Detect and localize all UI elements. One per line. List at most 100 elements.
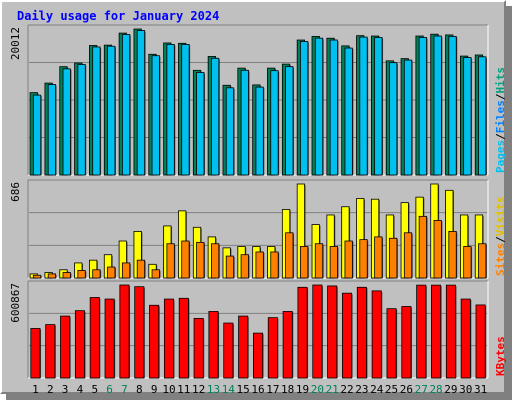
x-tick-label-day-4: 4 (77, 383, 84, 396)
legend-item-sites: Sites (494, 243, 507, 276)
x-tick-label-day-15: 15 (237, 383, 250, 396)
bar-files-day-12 (196, 72, 205, 176)
x-tick-label-day-12: 12 (192, 383, 205, 396)
bar-kbytes-day-23 (356, 286, 367, 379)
bar-kbytes-day-16 (252, 332, 263, 379)
bar-kbytes-day-28 (431, 284, 442, 379)
bar-kbytes-day-31 (475, 304, 486, 379)
x-tick-label-day-29: 29 (444, 383, 457, 396)
bar-files-day-18 (285, 66, 294, 176)
legend: KBytes (494, 336, 507, 376)
bar-files-day-22 (344, 47, 353, 176)
x-tick-label-day-16: 16 (251, 383, 264, 396)
bar-kbytes-day-30 (460, 298, 471, 379)
x-tick-label-day-11: 11 (177, 383, 190, 396)
bar-sites-day-12 (196, 241, 205, 279)
bar-kbytes-day-7 (119, 284, 130, 379)
bar-files-day-16 (255, 86, 264, 176)
bar-kbytes-day-26 (401, 306, 412, 379)
bar-sites-day-29 (448, 231, 457, 279)
bar-sites-day-28 (433, 220, 442, 279)
x-tick-label-day-31: 31 (474, 383, 487, 396)
y-max-label: 686 (9, 182, 22, 202)
bar-sites-day-5 (92, 269, 101, 279)
x-tick-label-day-26: 26 (400, 383, 413, 396)
y-max-label: 600867 (9, 283, 22, 323)
bar-files-day-27 (418, 37, 427, 176)
bar-files-day-5 (92, 46, 101, 176)
bar-files-day-17 (270, 70, 279, 176)
bar-kbytes-day-22 (342, 292, 353, 379)
bar-files-day-31 (478, 56, 487, 176)
bar-files-day-19 (300, 41, 309, 176)
x-tick-label-day-17: 17 (266, 383, 279, 396)
bar-sites-day-11 (181, 240, 190, 279)
bar-kbytes-day-24 (371, 290, 382, 379)
bar-sites-day-31 (478, 243, 487, 279)
bar-sites-day-24 (374, 236, 383, 279)
bar-sites-day-27 (418, 215, 427, 279)
x-tick-label-day-1: 1 (32, 383, 39, 396)
y-max-label: 20012 (9, 27, 22, 60)
bar-kbytes-day-10 (163, 298, 174, 379)
bar-kbytes-day-29 (445, 284, 456, 379)
bar-files-day-23 (359, 36, 368, 176)
bar-files-day-1 (32, 94, 42, 176)
bar-sites-day-16 (255, 251, 264, 279)
x-tick-label-day-13: 13 (207, 383, 220, 396)
bar-files-day-24 (374, 37, 383, 176)
frame-shadow-right (506, 6, 512, 400)
bar-sites-day-21 (329, 246, 338, 279)
bar-kbytes-day-20 (312, 284, 323, 379)
x-tick-label-day-3: 3 (62, 383, 69, 396)
bar-kbytes-day-3 (60, 315, 71, 379)
bar-kbytes-day-4 (74, 310, 85, 379)
bar-sites-day-22 (344, 240, 353, 279)
bar-files-day-30 (463, 57, 472, 176)
bar-files-day-14 (225, 87, 235, 176)
x-tick-label-day-20: 20 (311, 383, 324, 396)
bar-kbytes-day-6 (104, 298, 115, 379)
bar-sites-day-10 (166, 243, 175, 279)
legend-item-files: Files (494, 100, 507, 133)
bar-kbytes-day-2 (45, 324, 56, 379)
bar-kbytes-day-15 (238, 315, 249, 379)
x-tick-label-day-22: 22 (340, 383, 353, 396)
legend-item-visits: Visits (494, 197, 507, 237)
bar-files-day-9 (151, 55, 160, 176)
chart-title: Daily usage for January 2024 (17, 9, 219, 23)
bar-files-day-25 (389, 62, 398, 176)
bar-sites-day-7 (121, 262, 131, 279)
bar-files-day-3 (62, 68, 71, 176)
bar-sites-day-15 (240, 254, 249, 279)
x-tick-label-day-24: 24 (370, 383, 384, 396)
legend-item-pages: Pages (494, 140, 507, 173)
legend-separator: / (494, 236, 507, 243)
bar-files-day-7 (121, 34, 131, 176)
bar-kbytes-day-17 (267, 317, 278, 379)
legend-item-hits: Hits (494, 67, 507, 94)
bar-files-day-10 (166, 44, 175, 176)
bar-kbytes-day-21 (327, 285, 338, 379)
bar-kbytes-day-8 (134, 286, 145, 379)
bar-sites-day-23 (359, 239, 368, 279)
x-tick-label-day-2: 2 (47, 383, 54, 396)
legend-item-kbytes: KBytes (494, 336, 507, 376)
x-tick-label-day-27: 27 (415, 383, 428, 396)
x-tick-label-day-9: 9 (151, 383, 158, 396)
legend-separator: / (494, 93, 507, 100)
bar-files-day-26 (403, 59, 413, 176)
x-tick-label-day-7: 7 (121, 383, 128, 396)
bar-kbytes-day-1 (30, 328, 41, 379)
x-tick-label-day-14: 14 (222, 383, 236, 396)
x-tick-label-day-19: 19 (296, 383, 309, 396)
x-tick-label-day-23: 23 (355, 383, 368, 396)
legend: Sites/Visits (494, 197, 507, 277)
bar-sites-day-9 (151, 269, 160, 279)
x-tick-label-day-25: 25 (385, 383, 398, 396)
bar-sites-day-20 (314, 243, 324, 279)
x-tick-label-day-28: 28 (429, 383, 442, 396)
bar-files-day-2 (47, 84, 56, 176)
bar-sites-day-17 (270, 251, 279, 279)
bar-sites-day-25 (389, 237, 398, 279)
